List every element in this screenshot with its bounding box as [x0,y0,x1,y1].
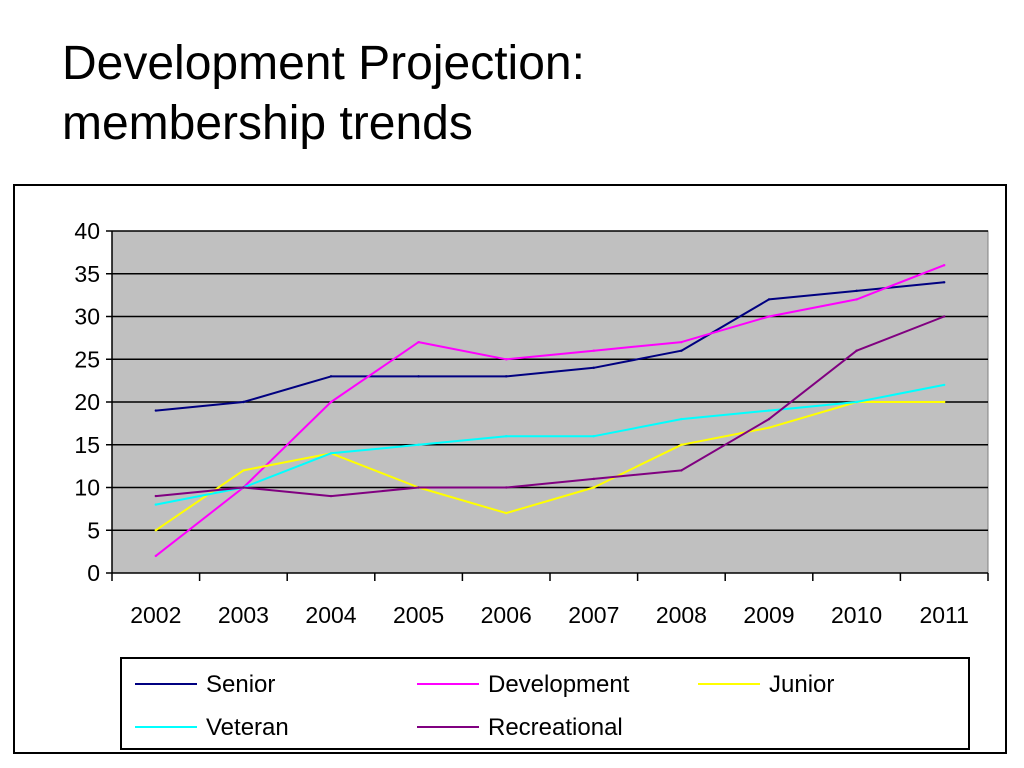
series-line-development [155,264,945,557]
x-tick-label: 2010 [831,602,882,628]
y-tick-label: 40 [74,218,100,244]
data-point-development [855,298,858,301]
data-point-development [154,554,157,558]
data-point-veteran [680,417,683,421]
data-point-senior [505,375,508,378]
data-point-junior [242,469,245,472]
slide-title: Development Projection: membership trend… [62,34,962,154]
data-point-recreational [943,315,946,318]
data-point-senior [943,281,946,284]
x-tick-label: 2003 [218,602,269,628]
data-point-veteran [855,400,858,404]
data-point-development [680,340,683,344]
data-point-senior [417,375,420,378]
series-line-recreational [155,315,945,498]
series-line-senior [155,281,945,412]
legend-label-development: Development [488,671,630,698]
series-line-junior [155,401,945,532]
data-point-recreational [855,349,858,352]
legend-label-veteran: Veteran [206,714,289,741]
slide-title-line-1: Development Projection: [62,37,585,90]
x-tick-label: 2009 [743,602,794,628]
data-point-recreational [505,486,508,489]
data-point-senior [592,366,595,369]
legend-label-junior: Junior [769,671,834,698]
data-point-development [417,340,420,344]
legend-label-recreational: Recreational [488,714,623,741]
x-tick-label: 2004 [305,602,356,628]
data-point-senior [680,349,683,352]
y-tick-label: 30 [74,304,100,330]
x-tick-label: 2006 [481,602,532,628]
data-point-veteran [329,452,333,455]
series-line-veteran [155,383,945,506]
line-chart: 0 5 10 15 20 25 30 35 40 2002 2003 2004 2005 2006 2007… [74,218,989,750]
x-tick-label: 2011 [919,602,968,628]
data-point-recreational [329,494,333,498]
data-point-veteran [943,383,946,387]
data-point-senior [242,400,245,404]
data-point-senior [855,289,858,293]
x-tick-label: 2002 [130,602,181,628]
data-point-recreational [592,477,595,481]
x-tick-label: 2008 [656,602,707,628]
data-point-recreational [767,417,771,421]
y-tick-label: 35 [74,261,100,287]
data-point-veteran [767,409,771,412]
data-point-recreational [242,486,245,489]
data-point-junior [767,426,771,429]
x-tick-label: 2005 [393,602,444,628]
data-point-senior [329,375,333,378]
y-tick-label: 0 [87,560,100,586]
data-point-veteran [505,435,508,438]
data-point-development [329,400,333,404]
data-point-development [505,358,508,361]
y-tick-label: 25 [74,346,100,372]
data-point-development [592,349,595,352]
data-point-development [767,315,771,318]
data-point-veteran [417,443,420,446]
x-tick-label: 2007 [568,602,619,628]
data-point-recreational [154,494,157,498]
data-point-senior [154,409,157,412]
y-tick-label: 5 [87,517,100,543]
data-point-senior [767,298,771,301]
data-point-junior [943,400,946,404]
data-point-junior [154,529,157,532]
legend [120,657,970,750]
data-point-recreational [680,469,683,472]
data-point-junior [505,511,508,515]
y-tick-label: 15 [74,432,100,458]
data-point-veteran [154,503,157,506]
chart-frame: 0 5 10 15 20 25 30 35 40 2002 2003 2004 2005 2006 2007… [13,184,1007,754]
y-tick-label: 20 [74,389,100,415]
data-point-junior [592,486,595,489]
slide-title-line-2: membership trends [62,97,473,150]
data-point-junior [680,443,683,446]
legend-label-senior: Senior [206,671,275,698]
y-tick-label: 10 [74,475,100,501]
data-point-development [943,264,946,267]
data-point-recreational [417,486,420,489]
data-point-veteran [592,435,595,438]
